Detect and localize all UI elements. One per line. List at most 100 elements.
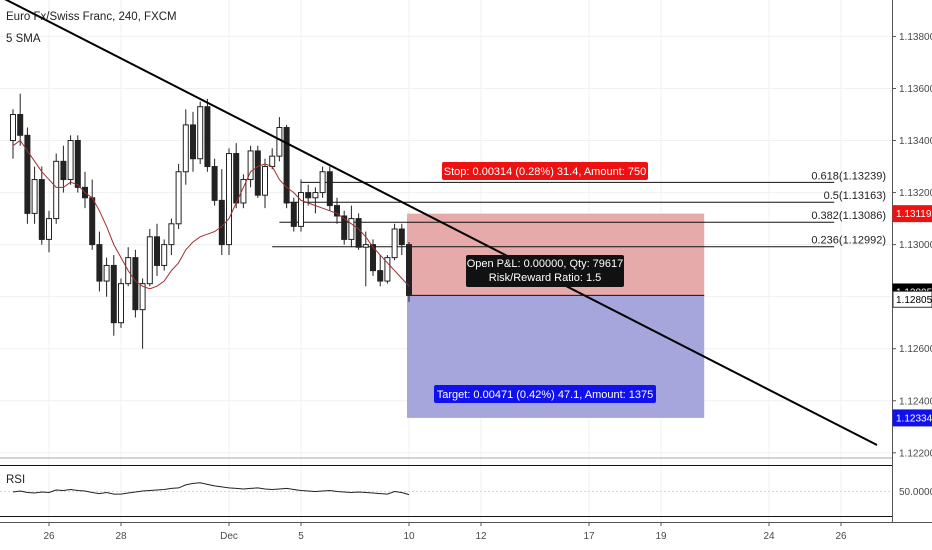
time-tick-label: 24 (763, 531, 775, 542)
candle-body (218, 199, 225, 246)
time-tick-label: 17 (583, 531, 595, 542)
fib-level-label: 0.5(1.13163) (824, 190, 886, 202)
candle-body (269, 155, 276, 168)
target-label-text: Target: 0.00471 (0.42%) 47.1, Amount: 13… (437, 389, 653, 401)
price-tag-bg (892, 205, 932, 223)
info-line-1: Open P&L: 0.00000, Qty: 79617 (467, 258, 624, 270)
candle-body (204, 106, 211, 168)
price-tick-label: 1.13600 (899, 84, 932, 95)
candle-body (60, 160, 67, 181)
price-tick-label: 1.13000 (899, 240, 932, 251)
candle-body (197, 106, 204, 160)
candle-body (254, 150, 261, 196)
candle-body (154, 236, 160, 266)
candle-body (175, 171, 182, 225)
time-tick-label: 12 (475, 531, 487, 542)
price-tick-label: 1.12600 (899, 344, 932, 355)
candle-body (326, 171, 333, 207)
candle-body (348, 218, 355, 240)
candle-body (139, 283, 146, 311)
candle-body (190, 124, 196, 160)
info-line-2: Risk/Reward Ratio: 1.5 (489, 272, 602, 284)
candle-body (283, 127, 290, 204)
candle-body (391, 228, 398, 259)
candle-body (211, 166, 218, 201)
fib-level-label: 0.382(1.13086) (811, 210, 886, 222)
fib-level-label: 0.236(1.12992) (811, 235, 886, 247)
candle-body (341, 215, 348, 240)
price-tag-bg (892, 290, 932, 308)
time-tick-label: 5 (298, 531, 304, 542)
time-tick-label: 26 (43, 531, 55, 542)
candle-body (10, 114, 16, 142)
candle-body (53, 160, 60, 220)
candle-body (74, 140, 81, 188)
candle-body (132, 257, 139, 311)
fib-level-label: 0.618(1.13239) (811, 170, 886, 182)
candle-body (38, 179, 45, 240)
time-tick-label: 28 (115, 531, 127, 542)
candle-body (168, 223, 175, 246)
chart-title: Euro Fx/Swiss Franc, 240, FXCM (6, 11, 177, 23)
candle-body (103, 264, 110, 282)
price-tag-label: 1.13119 (896, 209, 932, 220)
candle-body (233, 153, 240, 204)
price-tick-label: 1.13400 (899, 136, 932, 147)
candle-body (182, 124, 189, 173)
candle-body (406, 244, 412, 296)
price-axis-bg[interactable] (892, 0, 932, 550)
candle-body (290, 202, 297, 227)
candle-body (226, 153, 232, 246)
info-label: Open P&L: 0.00000, Qty: 79617 Risk/Rewar… (466, 255, 624, 287)
stop-label-text: Stop: 0.00314 (0.28%) 31.4, Amount: 750 (444, 166, 646, 178)
candle-body (161, 244, 168, 266)
info-label-bg (466, 255, 624, 287)
rsi-level-label: 50.0000 (899, 487, 932, 498)
time-tick-label: Dec (220, 531, 238, 542)
candle-body (67, 140, 74, 181)
stop-label-bg (442, 162, 648, 180)
time-tick-label: 19 (655, 531, 667, 542)
candle-body (398, 228, 405, 246)
candle-body (377, 270, 384, 282)
candle-body (370, 244, 376, 272)
candle-body (110, 264, 117, 324)
time-tick-label: 26 (835, 531, 847, 542)
price-tick-label: 1.12400 (899, 396, 932, 407)
rsi-label: RSI (6, 474, 25, 486)
candle-body (312, 192, 319, 199)
price-tag-label: 1.12805 (896, 295, 932, 306)
candle-body (96, 244, 103, 282)
price-tick-label: 1.12200 (899, 448, 932, 459)
candle-body (17, 114, 24, 136)
candle-body (298, 192, 304, 227)
target-label-bg (434, 385, 656, 403)
candle-body (89, 197, 96, 246)
price-tag-bg (892, 409, 932, 427)
price-tag-label: 1.12334 (896, 413, 932, 424)
price-tick-label: 1.13800 (899, 32, 932, 43)
time-tick-label: 10 (403, 531, 415, 542)
trend-line[interactable] (0, 0, 878, 446)
price-tick-label: 1.13200 (899, 188, 932, 199)
fib-retracement[interactable]: 0.618(1.13239) 0.5(1.13163) 0.382(1.13086)… (272, 170, 886, 248)
candle-body (362, 244, 369, 248)
time-axis[interactable]: 26 28 Dec 5 10 12 17 19 24 26 (43, 522, 847, 542)
stop-label: Stop: 0.00314 (0.28%) 31.4, Amount: 750 (442, 162, 648, 180)
candle-body (118, 283, 124, 324)
candle-body (305, 192, 312, 199)
candle-body (276, 127, 283, 157)
sma-line (12, 139, 410, 290)
candle-body (247, 150, 254, 181)
candle-body (319, 171, 326, 194)
indicator-label: 5 SMA (6, 33, 41, 45)
candle-body (46, 218, 52, 240)
candle-body (24, 134, 31, 214)
target-label: Target: 0.00471 (0.42%) 47.1, Amount: 13… (434, 385, 656, 403)
candle-body (355, 218, 362, 248)
candles-layer (10, 93, 412, 349)
candle-body (31, 179, 38, 214)
